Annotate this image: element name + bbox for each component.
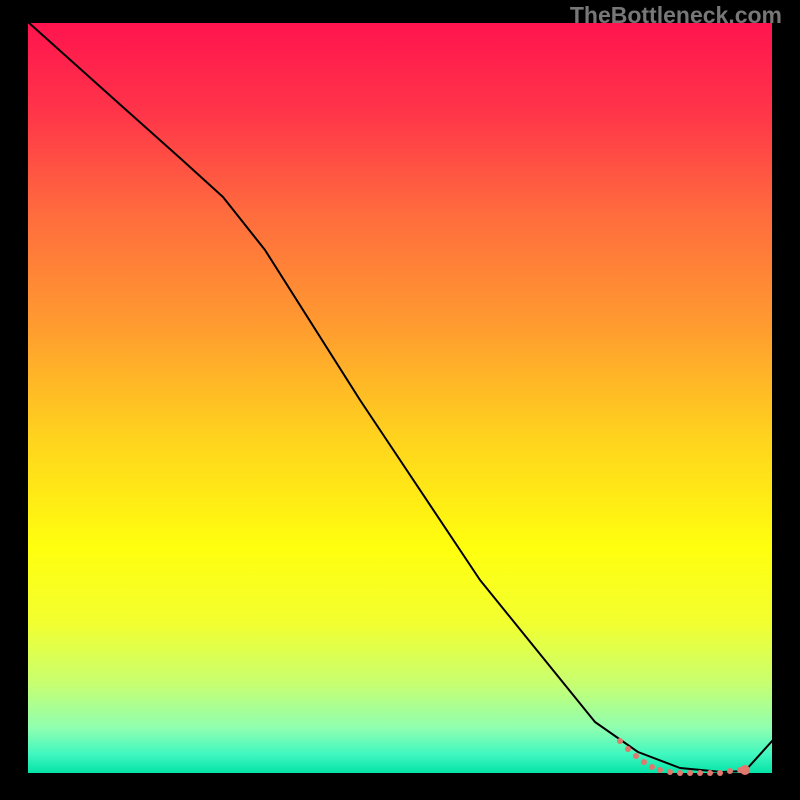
- bottleneck-curve-chart: [0, 0, 800, 800]
- curve-dot: [687, 770, 693, 776]
- curve-end-dot: [740, 765, 750, 775]
- curve-dot: [657, 767, 663, 773]
- curve-dot: [697, 770, 703, 776]
- curve-dot: [677, 770, 683, 776]
- curve-dot: [633, 753, 639, 759]
- curve-dot: [625, 746, 631, 752]
- curve-dot: [667, 769, 673, 775]
- curve-dot: [707, 770, 713, 776]
- curve-dot: [617, 738, 623, 744]
- curve-dot: [717, 770, 723, 776]
- watermark-text: TheBottleneck.com: [570, 2, 782, 29]
- curve-dot: [641, 759, 647, 765]
- chart-stage: TheBottleneck.com: [0, 0, 800, 800]
- gradient-plot-area: [28, 23, 772, 773]
- curve-dot: [727, 768, 733, 774]
- curve-dot: [649, 764, 655, 770]
